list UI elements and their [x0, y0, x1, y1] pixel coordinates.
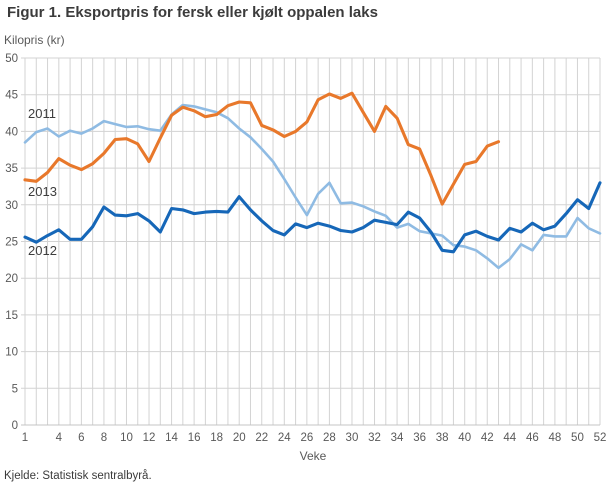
- svg-text:10: 10: [5, 347, 18, 359]
- svg-text:24: 24: [278, 432, 291, 444]
- svg-text:28: 28: [323, 432, 336, 444]
- series-line-2011: [23, 103, 602, 270]
- svg-text:50: 50: [571, 432, 584, 444]
- svg-text:34: 34: [391, 432, 404, 444]
- svg-text:0: 0: [12, 420, 18, 432]
- x-axis-title: Veke: [299, 449, 327, 463]
- svg-text:22: 22: [255, 432, 268, 444]
- series-label-2013: 2013: [28, 184, 57, 199]
- svg-text:1: 1: [22, 432, 28, 444]
- svg-text:5: 5: [12, 383, 18, 395]
- gridlines: [21, 57, 601, 426]
- svg-text:30: 30: [5, 200, 18, 212]
- svg-text:40: 40: [458, 432, 471, 444]
- svg-text:46: 46: [526, 432, 539, 444]
- svg-text:36: 36: [413, 432, 426, 444]
- svg-text:38: 38: [436, 432, 449, 444]
- svg-text:6: 6: [78, 432, 84, 444]
- svg-text:25: 25: [5, 237, 18, 249]
- svg-text:8: 8: [101, 432, 107, 444]
- svg-text:35: 35: [5, 163, 18, 175]
- svg-text:14: 14: [165, 432, 178, 444]
- svg-text:12: 12: [143, 432, 156, 444]
- svg-text:26: 26: [300, 432, 313, 444]
- svg-text:10: 10: [120, 432, 133, 444]
- series-line-2013: [23, 91, 501, 206]
- svg-text:40: 40: [5, 126, 18, 138]
- svg-text:4: 4: [56, 432, 63, 444]
- chart-title: Figur 1. Eksportpris for fersk eller kjø…: [7, 4, 378, 21]
- svg-text:20: 20: [5, 273, 18, 285]
- svg-text:48: 48: [549, 432, 562, 444]
- svg-text:20: 20: [233, 432, 246, 444]
- series-label-2011: 2011: [28, 106, 56, 121]
- svg-text:42: 42: [481, 432, 494, 444]
- svg-text:32: 32: [368, 432, 381, 444]
- svg-text:44: 44: [503, 432, 516, 444]
- source-note: Kjelde: Statistisk sentralbyrå.: [4, 470, 152, 482]
- svg-text:45: 45: [5, 90, 18, 102]
- svg-text:15: 15: [5, 310, 18, 322]
- svg-text:50: 50: [5, 53, 18, 65]
- series-line-2012: [23, 181, 602, 254]
- svg-text:30: 30: [346, 432, 359, 444]
- series-label-2012: 2012: [28, 243, 57, 258]
- svg-text:16: 16: [188, 432, 201, 444]
- svg-text:52: 52: [594, 432, 607, 444]
- svg-text:18: 18: [210, 432, 223, 444]
- y-axis-title: Kilopris (kr): [4, 33, 65, 47]
